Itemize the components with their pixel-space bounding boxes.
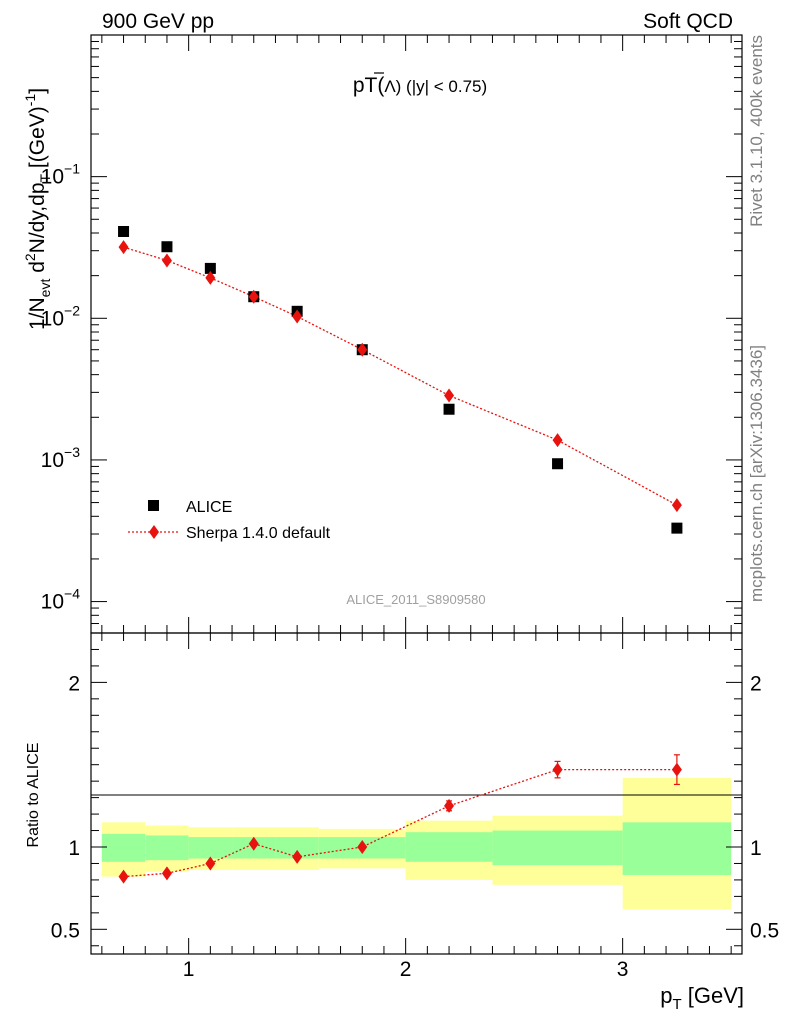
header-left: 900 GeV pp (102, 10, 214, 33)
ratio-plot-x-label: pT [GeV] (660, 983, 744, 1013)
ratio-sherpa-point (552, 762, 563, 777)
ratio-sherpa-point (118, 869, 129, 884)
ratio-sherpa-point (357, 840, 368, 854)
side-text-top: Rivet 3.1.10, 400k events (747, 35, 766, 227)
legend: ALICE Sherpa 1.4.0 default (128, 499, 331, 542)
ratio-sherpa-point (205, 856, 216, 871)
band-inner (145, 835, 189, 861)
sherpa-point (161, 253, 172, 268)
sherpa-point (248, 289, 259, 304)
ratio-y-tick-label-right: 0.5 (750, 919, 779, 942)
sherpa-line (123, 246, 678, 506)
sherpa-point (118, 240, 129, 255)
y-tick-label: 10−2 (41, 302, 81, 330)
alice-point (443, 403, 455, 415)
watermark: ALICE_2011_S8909580 (346, 592, 485, 607)
sherpa-point (205, 270, 216, 285)
band-inner (101, 833, 146, 862)
ratio-y-tick-label-right: 2 (750, 672, 762, 695)
ratio-plot-y-label: Ratio to ALICE (25, 743, 42, 848)
band-inner (188, 837, 233, 859)
sherpa-point (357, 342, 368, 357)
legend-marker-alice (148, 500, 159, 511)
ratio-plot-panel: 0.5 0.5 1 1 2 2 1 2 3 Ratio to ALICE pT [GeV] (25, 632, 779, 1013)
side-text-bottom: mcplots.cern.ch [arXiv:1306.3436] (747, 345, 766, 602)
ratio-uncertainty-bands (101, 777, 732, 910)
legend-marker-sherpa (149, 525, 159, 539)
ratio-x-tick-label: 2 (400, 958, 412, 981)
main-plot-series (118, 225, 683, 534)
ratio-sherpa-point (292, 849, 303, 864)
ratio-x-tick-label: 1 (183, 958, 195, 981)
band-inner (405, 832, 493, 862)
ratio-plot-ticks: 0.5 0.5 1 1 2 2 1 2 3 (51, 633, 779, 981)
alice-point (118, 225, 130, 237)
main-plot-frame (90, 34, 743, 634)
main-plot-panel: 10−1 10−2 10−3 10−4 pT(Λ) (|y| < 0.75) 1/Ne… (22, 34, 743, 634)
sherpa-point (671, 498, 682, 513)
alice-point (671, 522, 683, 534)
alice-point (161, 241, 173, 253)
main-plot-y-label: 1/Nevt d2N/dy,dpT [(GeV)-1] (22, 88, 53, 330)
sherpa-point (552, 433, 563, 448)
y-tick-label: 10−3 (41, 444, 81, 472)
y-tick-label: 10−1 (41, 161, 81, 189)
ratio-y-tick-label-left: 0.5 (51, 919, 80, 942)
band-inner (622, 822, 732, 875)
legend-label-sherpa: Sherpa 1.4.0 default (186, 525, 331, 542)
main-plot-title: pT(Λ) (|y| < 0.75) (353, 74, 487, 97)
sherpa-point (444, 388, 455, 403)
y-tick-label: 10−4 (41, 586, 81, 614)
ratio-sherpa-point (248, 836, 259, 851)
ratio-sherpa-point (444, 798, 455, 813)
band-inner (492, 830, 623, 866)
ratio-y-tick-label-left: 2 (68, 672, 80, 695)
ratio-plot-frame (90, 632, 743, 955)
main-plot-ticks: 10−1 10−2 10−3 10−4 (41, 34, 742, 634)
alice-point (552, 458, 564, 470)
ratio-y-tick-label-right: 1 (750, 837, 762, 860)
ratio-sherpa-point (671, 762, 682, 777)
header-right: Soft QCD (643, 10, 733, 33)
ratio-y-tick-label-left: 1 (68, 837, 80, 860)
alice-point (204, 262, 216, 274)
legend-label-alice: ALICE (186, 499, 232, 516)
ratio-x-tick-label: 3 (617, 958, 629, 981)
ratio-plot-series (118, 754, 682, 884)
ratio-sherpa-point (161, 866, 172, 881)
sherpa-point (292, 309, 303, 324)
